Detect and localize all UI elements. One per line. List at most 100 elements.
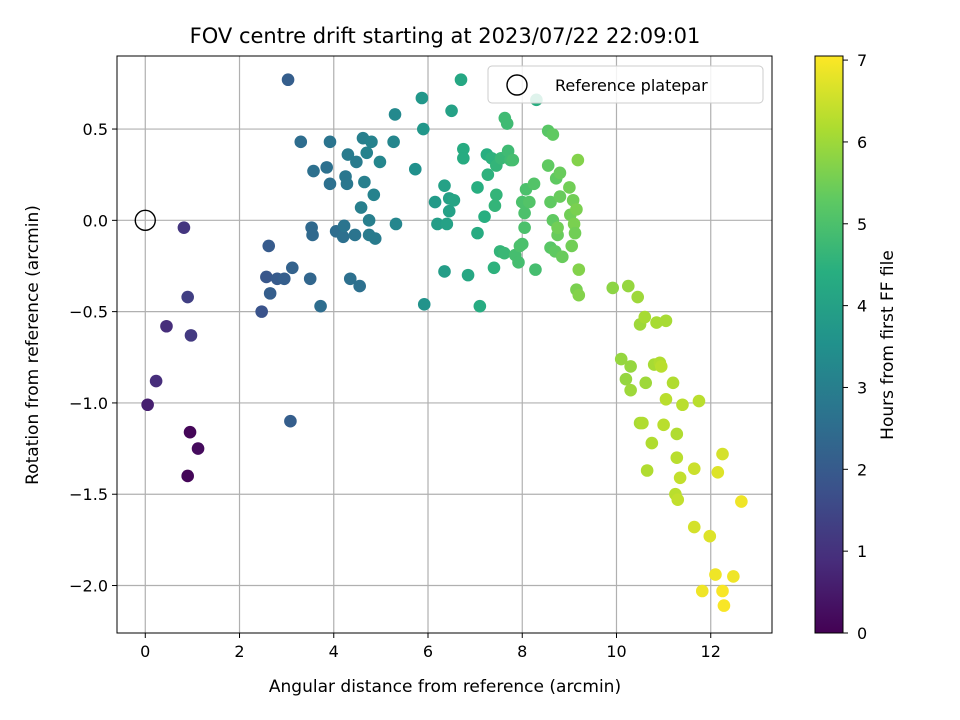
data-point — [563, 181, 576, 194]
data-point — [454, 73, 468, 87]
data-point — [541, 159, 555, 172]
data-point — [727, 570, 740, 583]
data-point — [336, 230, 350, 244]
data-point — [320, 161, 333, 174]
data-point — [260, 270, 273, 284]
data-point — [695, 584, 709, 598]
x-axis-label: Angular distance from reference (arcmin) — [269, 677, 621, 697]
data-point — [389, 217, 403, 231]
data-point — [184, 329, 198, 342]
data-point — [709, 568, 722, 581]
data-point — [181, 469, 194, 483]
data-point — [284, 414, 297, 428]
data-point — [687, 462, 701, 475]
data-point — [518, 206, 531, 220]
data-point — [717, 599, 731, 612]
data-point — [447, 193, 461, 207]
data-point — [373, 155, 387, 169]
data-point — [638, 310, 652, 324]
data-point — [473, 299, 487, 313]
data-point — [438, 179, 451, 192]
data-point — [553, 190, 567, 203]
data-point — [553, 166, 567, 180]
data-point — [716, 584, 729, 598]
data-point — [624, 360, 637, 373]
data-point — [518, 221, 531, 234]
data-point — [471, 226, 484, 240]
data-point — [735, 495, 748, 508]
data-point — [306, 228, 319, 242]
data-point — [471, 181, 484, 194]
data-point — [506, 153, 520, 167]
y-axis-label: Rotation from reference (arcmin) — [23, 205, 43, 485]
data-point — [572, 263, 586, 276]
colorbar-tick-label: 3 — [857, 378, 867, 397]
legend: Reference platepar — [487, 65, 764, 104]
y-tick-label: −1.0 — [69, 394, 108, 413]
data-point — [670, 451, 684, 465]
plot-frame — [116, 55, 773, 634]
data-point — [362, 214, 376, 227]
data-point — [571, 153, 585, 167]
colorbar-tick-label: 7 — [857, 51, 867, 70]
data-point — [546, 128, 560, 141]
data-point — [624, 383, 637, 397]
data-point — [340, 177, 354, 191]
x-tick-label: 8 — [517, 642, 527, 661]
data-point — [255, 305, 268, 318]
data-point — [481, 168, 495, 181]
data-point — [512, 256, 525, 269]
legend-entry-label: Reference platepar — [555, 76, 708, 95]
data-point — [556, 250, 569, 264]
data-point — [671, 493, 685, 507]
chart-title: FOV centre drift starting at 2023/07/22 … — [190, 24, 701, 48]
data-point — [341, 148, 355, 161]
data-point — [177, 221, 191, 234]
data-point — [417, 298, 431, 311]
data-point — [149, 374, 163, 388]
data-point — [544, 195, 557, 209]
data-point — [367, 188, 381, 202]
data-point — [263, 287, 277, 300]
data-points — [141, 73, 748, 612]
data-point — [368, 232, 382, 245]
y-tick-label: −0.5 — [69, 303, 108, 322]
colorbar-tick-label: 2 — [857, 460, 867, 479]
data-point — [670, 427, 684, 441]
legend-box — [487, 65, 764, 104]
data-point — [659, 392, 673, 406]
reference-point — [134, 209, 156, 232]
data-point — [181, 290, 194, 304]
data-point — [337, 219, 351, 233]
data-point — [285, 261, 299, 275]
colorbar: 0 1 2 3 4 5 6 7 Hours from first FF file — [814, 51, 898, 643]
y-tick-label: 0.5 — [83, 120, 108, 139]
data-point — [498, 246, 511, 260]
data-point — [348, 228, 362, 242]
reference-point-marker — [134, 209, 156, 232]
data-point — [354, 201, 368, 214]
data-point — [428, 195, 442, 209]
data-point — [343, 272, 357, 286]
data-point — [515, 237, 529, 251]
colorbar-tick-label: 1 — [857, 542, 867, 561]
data-point — [645, 436, 659, 450]
data-point — [673, 471, 687, 485]
data-point — [440, 217, 454, 231]
legend-marker-icon — [506, 74, 528, 96]
data-point — [570, 203, 583, 216]
data-point — [416, 122, 430, 136]
data-point — [703, 529, 717, 543]
data-point — [631, 290, 645, 304]
data-point — [639, 376, 653, 390]
data-point — [431, 217, 444, 231]
data-point — [568, 226, 582, 240]
data-point — [323, 177, 337, 191]
colorbar-tick-label: 6 — [857, 133, 867, 152]
x-tick-label: 6 — [423, 642, 433, 661]
data-point — [353, 279, 366, 293]
data-point — [659, 314, 673, 328]
data-point — [621, 279, 635, 293]
data-point — [438, 265, 451, 278]
